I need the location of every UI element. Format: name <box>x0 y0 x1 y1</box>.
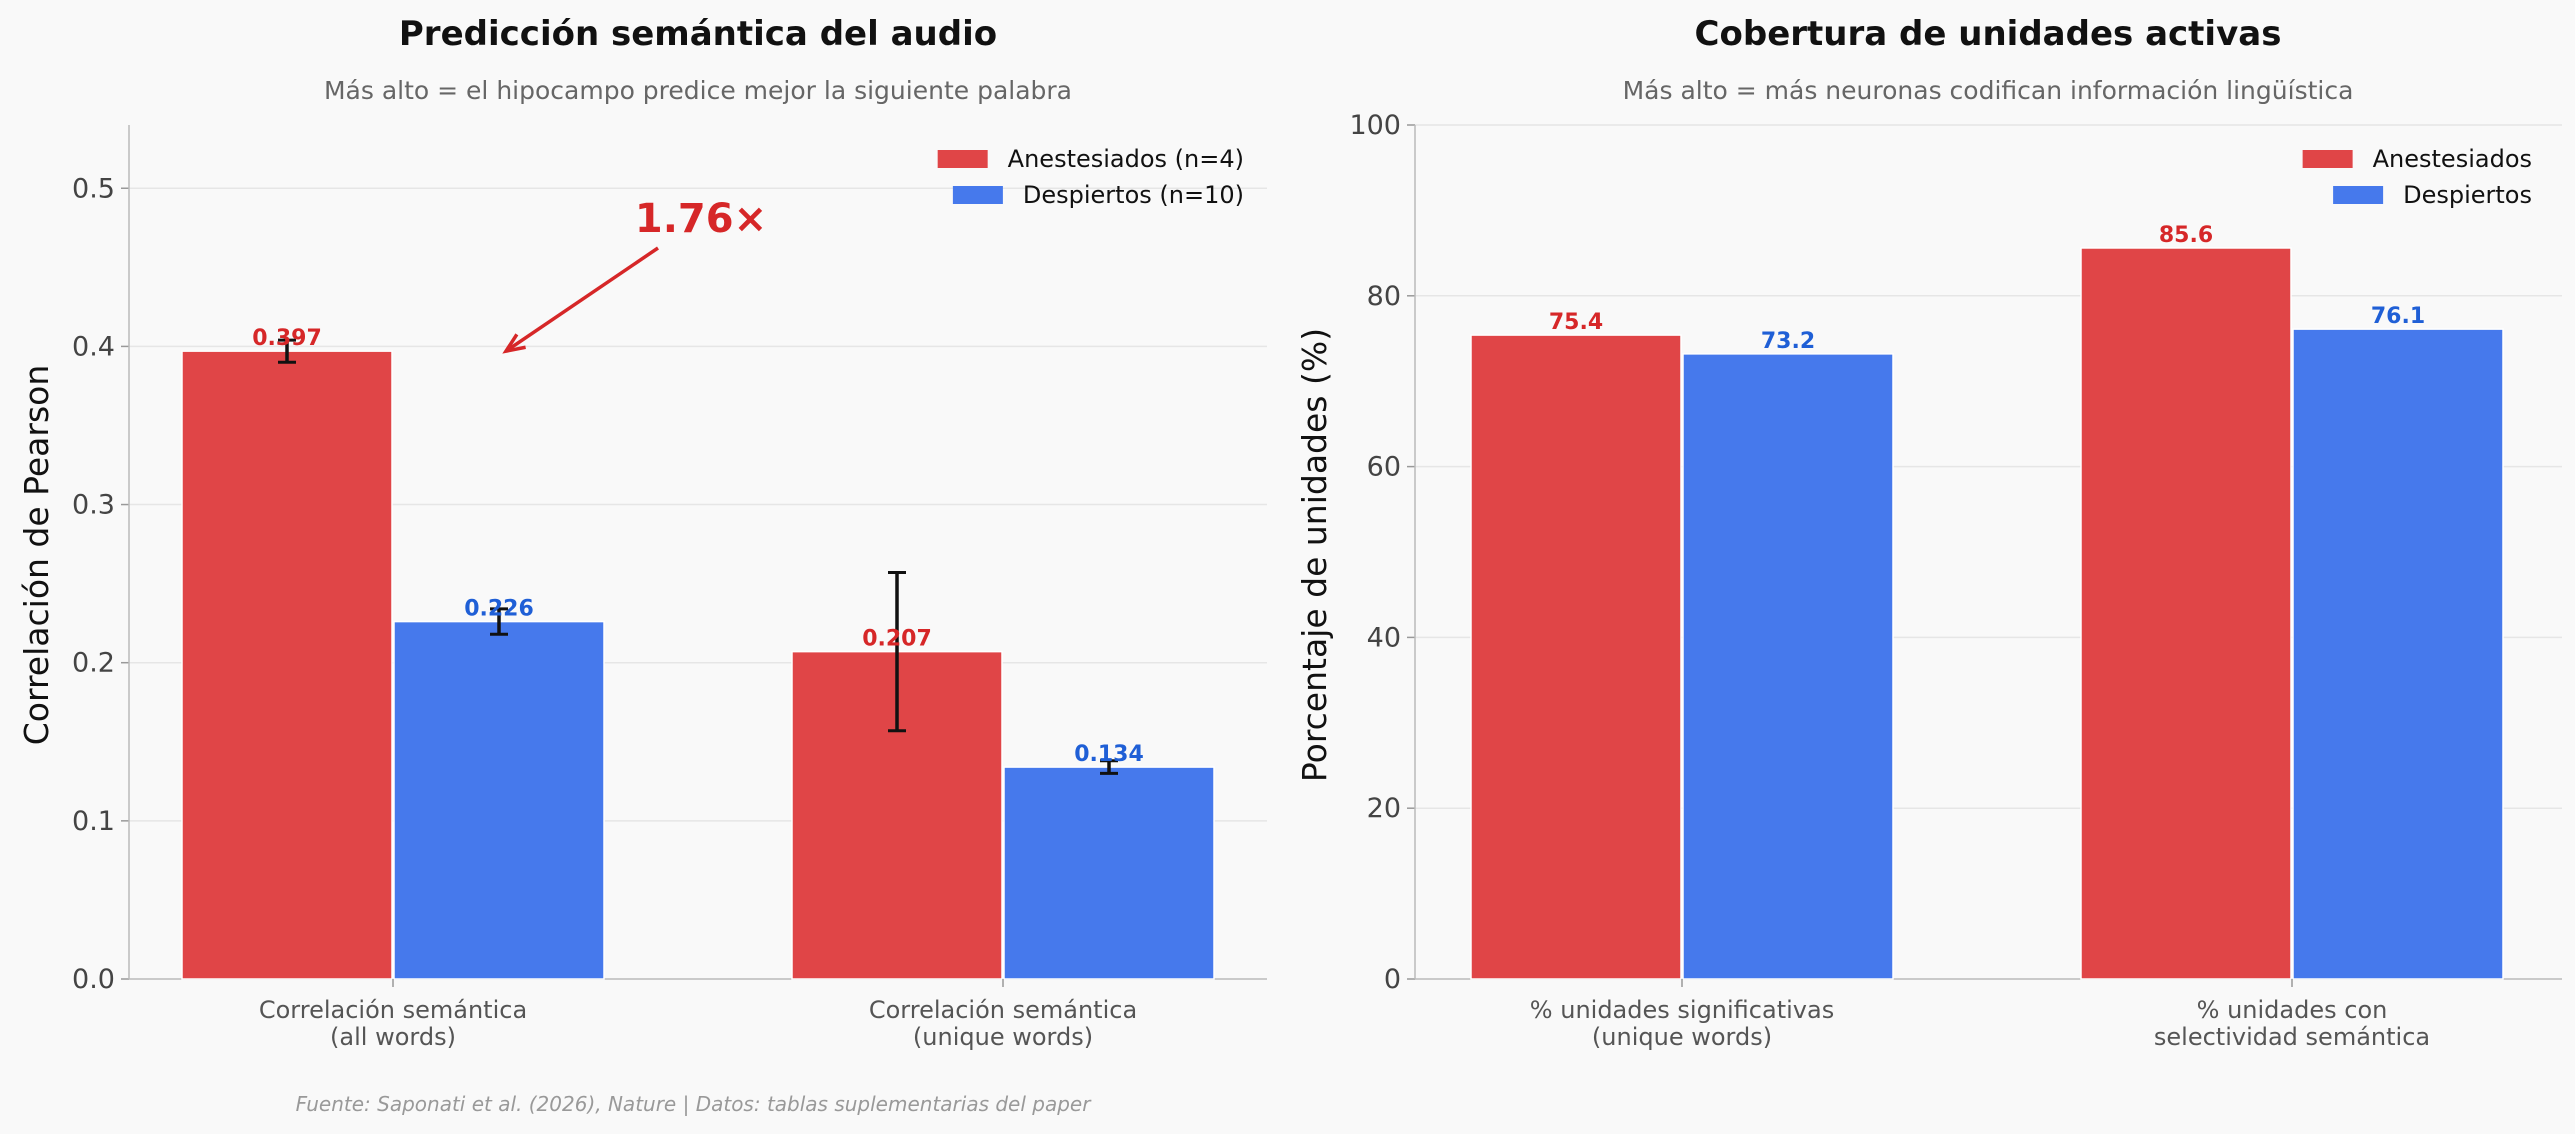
legend-swatch <box>937 150 988 168</box>
legend-swatch <box>2333 186 2384 204</box>
legend-swatch <box>952 186 1003 204</box>
legend-swatch <box>2302 150 2353 168</box>
legend-label: Despiertos (n=10) <box>1023 181 1244 209</box>
legend-label: Anestesiados <box>2373 145 2532 173</box>
y-tick-label: 0.1 <box>72 806 115 837</box>
chart-title: Cobertura de unidades activas <box>1695 14 2282 54</box>
footer-source: Fuente: Saponati et al. (2026), Nature |… <box>296 1092 1093 1116</box>
data-label: 0.134 <box>1074 742 1144 767</box>
legend-label: Despiertos <box>2403 181 2532 209</box>
bar <box>2292 328 2504 980</box>
y-tick-label: 60 <box>1367 452 1401 483</box>
annotation-arrowhead <box>502 333 526 354</box>
bar <box>1470 334 1682 980</box>
bar <box>181 350 393 980</box>
y-tick-label: 0.4 <box>72 331 115 362</box>
y-tick-label: 20 <box>1367 793 1401 824</box>
data-label: 0.226 <box>464 597 534 622</box>
category-label: selectividad semántica <box>2154 1023 2430 1051</box>
y-tick-label: 0.5 <box>72 173 115 204</box>
data-label: 76.1 <box>2371 304 2425 329</box>
category-label: (all words) <box>330 1023 456 1051</box>
chart-title: Predicción semántica del audio <box>399 14 997 54</box>
category-label: Correlación semántica <box>259 996 527 1024</box>
category-label: (unique words) <box>913 1023 1093 1051</box>
data-label: 85.6 <box>2159 223 2213 248</box>
y-axis-label: Porcentaje de unidades (%) <box>1295 328 1334 782</box>
data-label: 73.2 <box>1761 329 1815 354</box>
category-label: % unidades significativas <box>1530 996 1834 1024</box>
y-tick-label: 0.2 <box>72 648 115 679</box>
panel-semantic-prediction: Predicción semántica del audio Más alto =… <box>17 14 1267 1051</box>
legend-label: Anestesiados (n=4) <box>1008 145 1244 173</box>
category-label: Correlación semántica <box>869 996 1137 1024</box>
data-label: 0.397 <box>252 326 322 351</box>
y-tick-label: 0.3 <box>72 490 115 521</box>
y-tick-label: 80 <box>1367 281 1401 312</box>
bar <box>2080 247 2292 980</box>
bar <box>1003 766 1215 980</box>
ratio-annotation: 1.76× <box>635 196 767 242</box>
data-label: 0.207 <box>862 627 932 652</box>
y-tick-label: 0 <box>1384 964 1401 995</box>
chart-subtitle: Más alto = más neuronas codifican inform… <box>1623 76 2354 105</box>
chart-subtitle: Más alto = el hipocampo predice mejor la… <box>324 76 1072 105</box>
y-tick-label: 40 <box>1367 622 1401 653</box>
category-label: (unique words) <box>1592 1023 1772 1051</box>
category-label: % unidades con <box>2197 996 2388 1024</box>
panel-active-units: Cobertura de unidades activas Más alto = … <box>1295 14 2562 1051</box>
bar <box>1682 353 1894 980</box>
data-label: 75.4 <box>1549 310 1603 335</box>
y-tick-label: 100 <box>1349 110 1401 141</box>
y-axis-label: Correlación de Pearson <box>17 365 56 746</box>
y-tick-label: 0.0 <box>72 964 115 995</box>
annotation-arrow <box>505 246 659 353</box>
bar <box>393 620 605 980</box>
